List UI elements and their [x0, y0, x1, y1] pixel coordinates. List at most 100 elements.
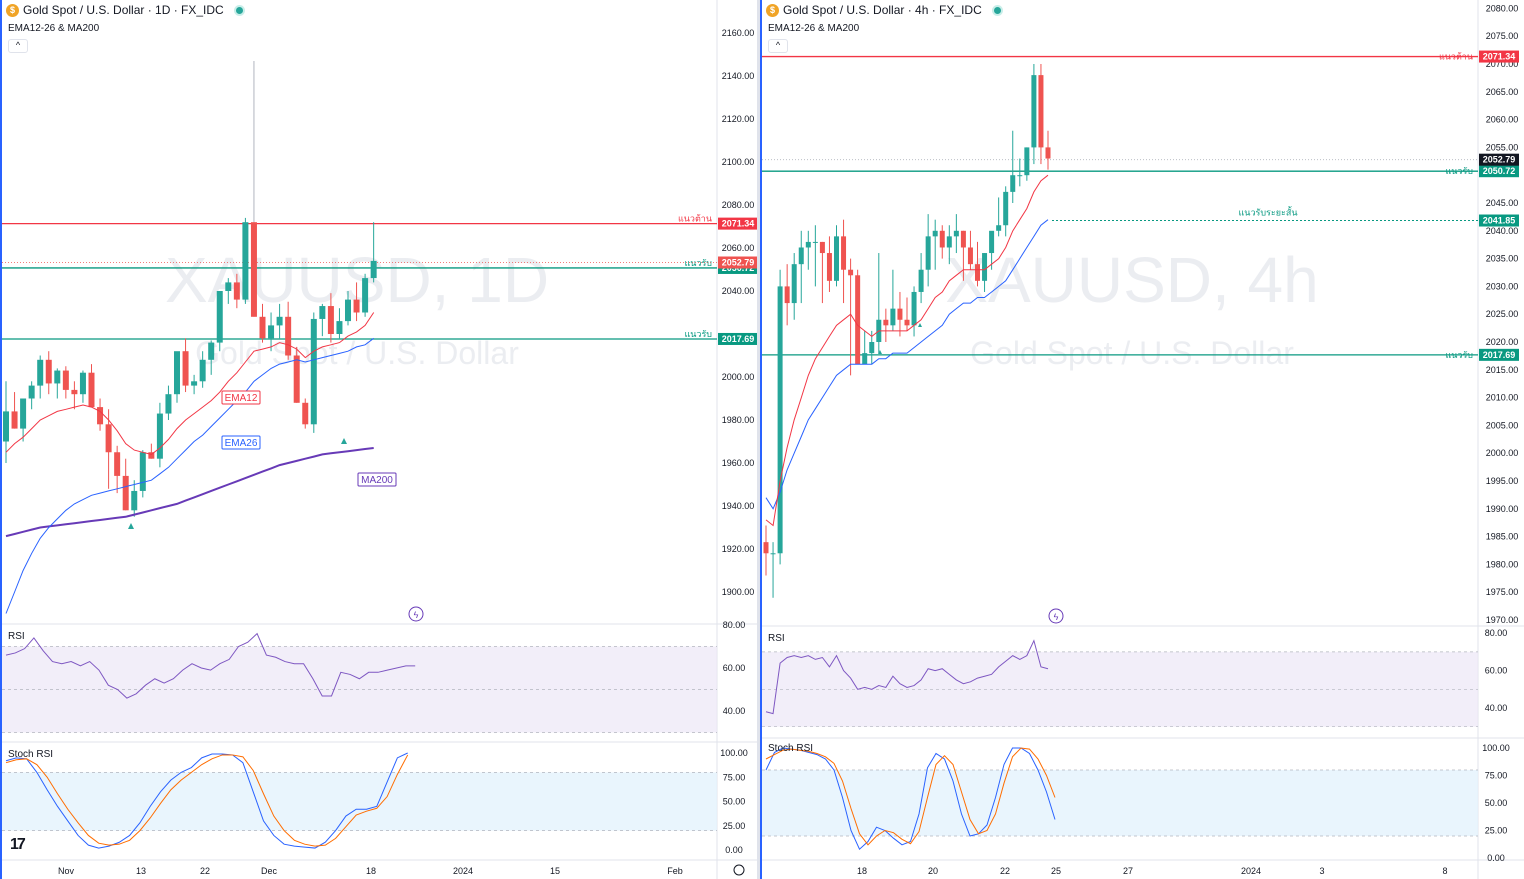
stoch-k-line	[765, 747, 1056, 851]
candle-body	[812, 241, 818, 243]
stoch-axis-label: 0.00	[1487, 853, 1505, 863]
price-axis-label: 2080.00	[1486, 3, 1519, 13]
price-axis-label: 2035.00	[1486, 254, 1519, 264]
watermark-name: Gold Spot / U.S. Dollar	[195, 335, 519, 371]
candle-body	[122, 475, 129, 511]
candle-body	[967, 247, 973, 265]
chart-pane-4h[interactable]: XAUUSD, 4h Gold Spot / U.S. Dollar 2080.00…	[760, 0, 1524, 879]
price-axis-label: 1985.00	[1486, 532, 1519, 542]
price-axis-label: 2060.00	[1486, 115, 1519, 125]
price-axis-label: 1960.00	[722, 458, 755, 468]
candle-body	[996, 225, 1002, 231]
rsi-line	[5, 632, 416, 699]
candle-body	[165, 394, 172, 414]
candle-body	[953, 230, 959, 237]
level-price-badge	[1479, 165, 1519, 178]
price-axis-label: 1980.00	[1486, 559, 1519, 569]
pane-divider[interactable]	[757, 0, 760, 879]
price-axis-label: 2030.00	[1486, 281, 1519, 291]
stoch-axis-label: 50.00	[723, 797, 746, 807]
candle-body	[918, 269, 924, 292]
market-open-icon	[993, 6, 1001, 14]
level-label: แนวต้าน	[1439, 52, 1473, 62]
gold-coin-icon: $	[6, 3, 19, 17]
stoch-rsi-title[interactable]: Stoch RSI	[8, 749, 54, 760]
candle-body	[1003, 191, 1009, 226]
time-axis-label: 18	[366, 866, 376, 876]
rsi-title[interactable]: RSI	[8, 631, 25, 642]
time-axis-label: 18	[857, 866, 867, 876]
ema26-line	[5, 337, 375, 614]
price-axis-label: 1995.00	[1486, 476, 1519, 486]
candle-body	[242, 222, 249, 300]
candle-body	[131, 490, 138, 511]
candle-body	[327, 306, 334, 334]
candle-body	[841, 236, 847, 270]
candle-body	[97, 407, 104, 425]
candle-body	[960, 230, 966, 248]
watermark-name: Gold Spot / U.S. Dollar	[970, 335, 1294, 371]
rsi-axis-label: 40.00	[1485, 703, 1508, 713]
level-price-value: 2017.69	[722, 334, 755, 344]
level-price-value: 2071.34	[1483, 52, 1516, 62]
rsi-axis-label: 80.00	[723, 620, 746, 630]
candle-body	[939, 230, 945, 248]
candle-body	[148, 452, 155, 459]
flash-icon-glyph: ϟ	[414, 610, 419, 620]
chart-pane-daily[interactable]: XAUUSD, 1D Gold Spot / U.S. Dollar 2160.00…	[0, 0, 759, 879]
collapse-button[interactable]: ^	[768, 39, 788, 53]
candle-body	[28, 385, 35, 399]
symbol-title: Gold Spot / U.S. Dollar · 1D · FX_IDC	[23, 3, 224, 17]
collapse-button[interactable]: ^	[8, 39, 28, 53]
candle-body	[191, 381, 198, 386]
ema12-label: EMA12	[225, 393, 258, 404]
candle-body	[911, 291, 917, 326]
ema12-line	[765, 174, 1049, 527]
price-axis-label: 2000.00	[1486, 448, 1519, 458]
rsi-axis-label: 40.00	[723, 706, 746, 716]
candle-body	[1031, 75, 1037, 148]
candle-body	[904, 319, 910, 326]
indicator-name[interactable]: EMA12-26 & MA200	[8, 23, 100, 34]
indicator-name[interactable]: EMA12-26 & MA200	[768, 23, 860, 34]
candle-body	[370, 260, 377, 279]
candle-body	[37, 359, 44, 386]
candle-body	[302, 402, 309, 425]
rsi-axis-label: 60.00	[1485, 666, 1508, 676]
time-axis-label: 22	[200, 866, 210, 876]
level-label: แนวต้าน	[678, 214, 712, 224]
price-axis-label: 1990.00	[1486, 504, 1519, 514]
candle-body	[276, 316, 283, 326]
price-axis-label: 2060.00	[722, 243, 755, 253]
level-price-value: 2041.85	[1483, 216, 1516, 226]
rsi-title[interactable]: RSI	[768, 633, 785, 644]
time-axis-label: 15	[550, 866, 560, 876]
stoch-axis-label: 100.00	[1482, 743, 1510, 753]
stoch-axis-label: 100.00	[720, 748, 748, 758]
stoch-band	[762, 770, 1478, 836]
candle-body	[897, 308, 903, 320]
candle-body	[883, 319, 889, 326]
price-axis-label: 2160.00	[722, 28, 755, 38]
signal-arrow-icon	[918, 323, 922, 327]
flash-icon	[408, 606, 424, 622]
candle-body	[946, 236, 952, 248]
tradingview-logo[interactable]: 17	[10, 836, 26, 853]
time-axis-label: Feb	[667, 866, 683, 876]
symbol-header[interactable]: $ Gold Spot / U.S. Dollar · 1D · FX_IDC	[6, 3, 243, 17]
stoch-k-line	[5, 752, 408, 849]
price-axis-label: 2040.00	[1486, 226, 1519, 236]
candle-body	[890, 308, 896, 326]
time-axis-label: 2024	[1241, 866, 1261, 876]
candle-body	[114, 452, 121, 476]
ma200-label-box	[357, 472, 397, 487]
price-axis-label: 1940.00	[722, 501, 755, 511]
symbol-header[interactable]: $ Gold Spot / U.S. Dollar · 4h · FX_IDC	[766, 3, 1001, 17]
candle-body	[763, 542, 769, 554]
flash-icon	[1048, 608, 1064, 624]
level-price-badge	[1479, 214, 1519, 227]
ema26-line	[765, 219, 1049, 510]
stoch-rsi-title[interactable]: Stoch RSI	[768, 743, 814, 754]
